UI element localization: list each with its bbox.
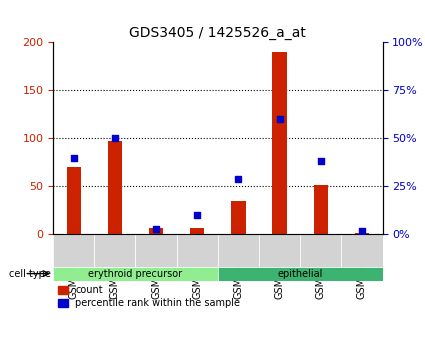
FancyBboxPatch shape (218, 234, 259, 267)
Legend: count, percentile rank within the sample: count, percentile rank within the sample (58, 285, 241, 308)
FancyBboxPatch shape (136, 234, 177, 267)
Point (111, 136, 118, 141)
Point (194, 212, 201, 218)
Bar (355, 233, 369, 234)
Point (317, 159, 324, 164)
Bar (272, 52, 287, 234)
FancyBboxPatch shape (300, 234, 341, 267)
Bar (108, 141, 122, 234)
FancyBboxPatch shape (218, 267, 382, 280)
Bar (190, 228, 204, 234)
Text: epithelial: epithelial (278, 269, 323, 279)
Bar (231, 201, 246, 234)
Bar (314, 184, 328, 234)
Point (70, 155, 77, 160)
Point (235, 176, 242, 182)
FancyBboxPatch shape (53, 234, 94, 267)
Title: GDS3405 / 1425526_a_at: GDS3405 / 1425526_a_at (129, 26, 306, 40)
Text: erythroid precursor: erythroid precursor (88, 269, 182, 279)
Bar (66, 167, 81, 234)
FancyBboxPatch shape (53, 267, 218, 280)
Bar (149, 228, 163, 234)
Point (153, 226, 159, 232)
FancyBboxPatch shape (94, 234, 136, 267)
Point (276, 116, 283, 122)
Point (359, 228, 366, 233)
FancyBboxPatch shape (177, 234, 218, 267)
Text: cell type: cell type (9, 269, 54, 279)
FancyBboxPatch shape (341, 234, 382, 267)
FancyBboxPatch shape (259, 234, 300, 267)
